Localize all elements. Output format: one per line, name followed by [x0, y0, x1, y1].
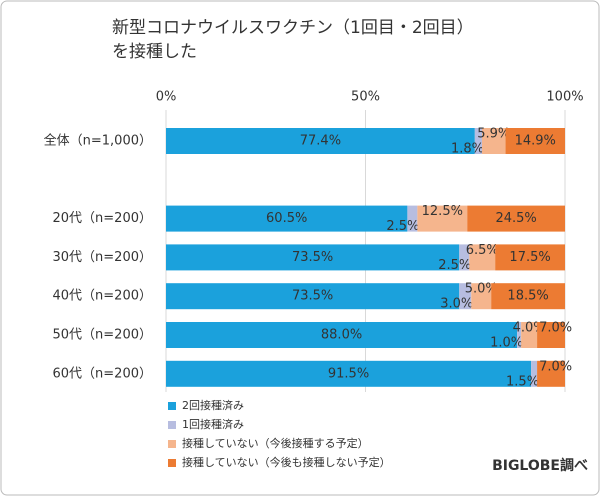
bar-segment: [531, 360, 538, 387]
value-label: 3.0%: [440, 297, 473, 312]
value-label: 1.8%: [451, 142, 484, 157]
bar-segment: [469, 244, 496, 271]
bar-segment: [166, 283, 460, 310]
bar-segment: [407, 205, 418, 232]
legend-swatch: [168, 459, 176, 467]
bar-segment: [166, 322, 518, 348]
bar-segment: [166, 128, 475, 154]
category-label: 60代（n=200）: [53, 366, 153, 381]
bar-segment: [166, 360, 532, 387]
bar-segment: [505, 128, 565, 154]
value-label: 7.0%: [539, 359, 572, 374]
category-label: 全体（n=1,000）: [44, 133, 152, 149]
x-tick-label: 0%: [156, 90, 177, 105]
bar-segment: [482, 128, 506, 154]
legend-swatch: [168, 402, 176, 410]
value-label: 2.5%: [438, 258, 471, 273]
category-label: 20代（n=200）: [53, 211, 153, 226]
value-label: 60.5%: [266, 211, 307, 226]
value-label: 6.5%: [466, 243, 499, 258]
bar-segment: [467, 205, 565, 232]
bar-segment: [417, 205, 468, 232]
bar-segment: [166, 205, 408, 232]
source: BIGLOBE調べ: [492, 457, 588, 474]
value-label: 1.5%: [506, 374, 539, 389]
value-label: 2.5%: [386, 219, 419, 234]
value-label: 12.5%: [422, 204, 463, 219]
legend-label: 1回接種済み: [182, 417, 244, 431]
chart-title: 新型コロナウイルスワクチン（1回目・2回目）: [112, 18, 474, 38]
category-label: 40代（n=200）: [53, 289, 153, 304]
value-label: 73.5%: [292, 289, 333, 304]
legend-swatch: [168, 421, 176, 429]
bar-segment: [471, 283, 492, 310]
bar-segment: [166, 244, 460, 271]
x-tick-label: 100%: [546, 90, 583, 105]
legend-label: 接種していない（今後も接種しない予定）: [182, 455, 391, 469]
bar-segment: [517, 322, 522, 348]
category-label: 50代（n=200）: [53, 328, 153, 343]
value-label: 17.5%: [509, 250, 550, 265]
value-label: 14.9%: [515, 134, 556, 149]
chart-title: を接種した: [112, 42, 197, 62]
value-label: 24.5%: [495, 211, 536, 226]
value-label: 5.9%: [477, 127, 510, 142]
bar-segment: [537, 360, 565, 387]
bar-segment: [474, 128, 483, 154]
category-label: 30代（n=200）: [53, 250, 153, 265]
bar-segment: [521, 322, 538, 348]
bar-segment: [495, 244, 565, 271]
bar-segment: [459, 244, 470, 271]
value-label: 18.5%: [507, 289, 548, 304]
legend-swatch: [168, 440, 176, 448]
value-label: 1.0%: [490, 336, 523, 351]
x-tick-label: 50%: [351, 90, 380, 105]
bar-segment: [459, 283, 472, 310]
legend-label: 接種していない（今後接種する予定）: [182, 436, 369, 450]
bar-segment: [537, 322, 565, 348]
legend-label: 2回接種済み: [182, 398, 244, 412]
bar-segment: [491, 283, 565, 310]
value-label: 77.4%: [300, 134, 341, 149]
value-label: 88.0%: [321, 328, 362, 343]
value-label: 91.5%: [328, 366, 369, 381]
value-label: 7.0%: [539, 321, 572, 336]
value-label: 73.5%: [292, 250, 333, 265]
value-label: 5.0%: [465, 282, 498, 297]
